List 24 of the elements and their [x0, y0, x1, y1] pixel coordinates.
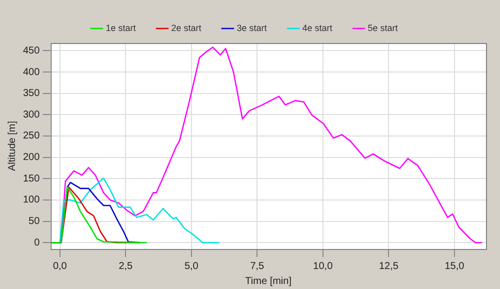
- y-tick-label: 50: [28, 216, 40, 228]
- y-tick-label: 300: [22, 109, 40, 120]
- legend-label: 3e start: [236, 22, 268, 33]
- x-tick-label: 7,5: [250, 260, 265, 272]
- y-tick-label: 400: [22, 66, 40, 78]
- y-axis-title: Altitude [m]: [6, 120, 18, 172]
- y-tick-label: 450: [22, 45, 40, 56]
- y-tick-label: 250: [22, 130, 40, 142]
- y-tick-label: 150: [22, 173, 40, 184]
- y-tick-label: 100: [22, 194, 40, 206]
- y-tick-label: 200: [22, 152, 40, 164]
- x-tick-label: 0,0: [52, 260, 68, 272]
- x-tick-label: 5,0: [184, 260, 199, 272]
- x-tick-label: 15,0: [444, 260, 465, 272]
- y-tick-label: 350: [22, 88, 40, 100]
- y-tick-label: 0: [34, 237, 40, 248]
- legend-label: 5e start: [368, 22, 398, 33]
- x-tick-label: 12,5: [378, 260, 399, 272]
- x-axis-title: Time [min]: [245, 276, 292, 287]
- legend-label: 2e start: [171, 22, 202, 33]
- legend-label: 4e start: [302, 22, 333, 33]
- x-tick-label: 2,5: [118, 260, 134, 272]
- x-tick-label: 10,0: [313, 260, 334, 272]
- legend-label: 1e start: [106, 22, 136, 33]
